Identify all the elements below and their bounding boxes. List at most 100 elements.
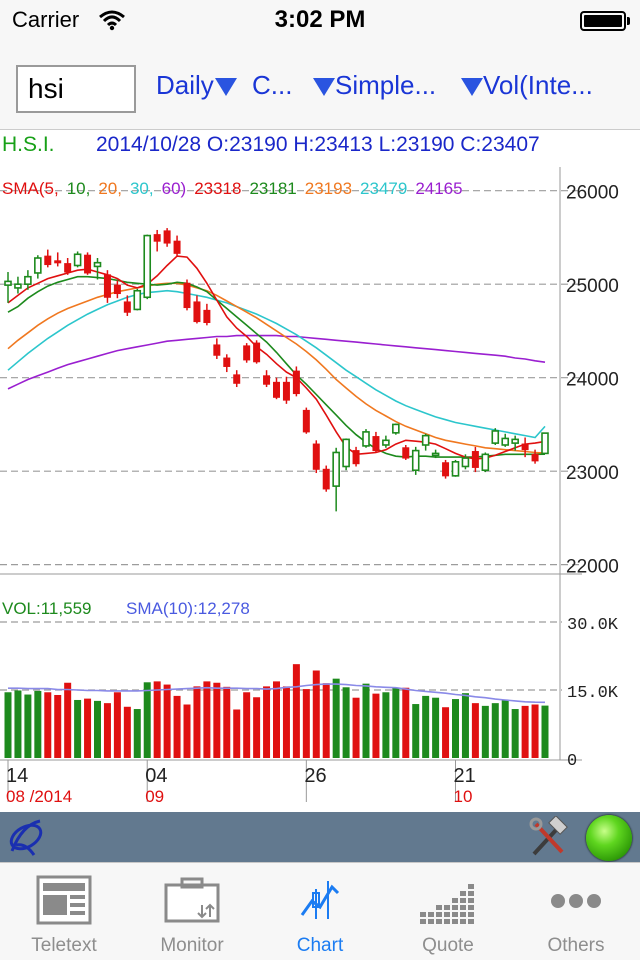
volume-bar — [183, 704, 191, 758]
candle-body — [34, 257, 42, 274]
tab-others-label: Others — [547, 935, 605, 956]
candle-body — [44, 255, 52, 266]
volume-bar — [461, 693, 469, 758]
volume-bar — [282, 686, 290, 758]
candle-body — [421, 434, 430, 446]
tab-others[interactable]: Others — [512, 863, 640, 961]
symbol-input[interactable] — [16, 65, 136, 113]
candle-body — [213, 344, 221, 356]
candle-body — [442, 462, 450, 477]
sma20-line — [7, 282, 546, 454]
candle-body — [54, 260, 62, 264]
candle-body — [223, 357, 231, 367]
price-tick-label: 22000 — [566, 557, 619, 578]
sma-legend-value: 23479 — [360, 179, 407, 198]
volume-bar — [521, 705, 529, 758]
candle-body — [352, 450, 360, 465]
status-bar: Carrier 3:02 PM — [0, 0, 640, 40]
wifi-icon — [99, 10, 125, 31]
candle-body — [173, 240, 181, 254]
tab-quote-label: Quote — [422, 935, 474, 956]
candle-body — [14, 283, 22, 289]
price-tick-label: 23000 — [566, 463, 619, 484]
candle-body — [471, 451, 479, 468]
more-icon — [551, 894, 601, 908]
candle-body — [322, 468, 330, 490]
carrier-label: Carrier — [12, 7, 80, 32]
volume-bar — [193, 686, 201, 758]
volume-bar — [4, 692, 12, 758]
tab-teletext-label: Teletext — [31, 935, 97, 956]
tab-chart-label: Chart — [296, 935, 344, 956]
sub-chart-dropdown[interactable]: Vol(Inte... — [460, 70, 593, 101]
volume-bar — [541, 705, 549, 758]
chart-toolbar: Daily C... Simple... Vol(Inte... — [0, 40, 640, 130]
volume-bar — [54, 694, 62, 758]
volume-bar — [511, 709, 519, 758]
candle-body — [233, 374, 241, 384]
volume-bar — [322, 683, 330, 758]
volume-bar — [133, 709, 141, 758]
dropdown-arrow-icon — [313, 78, 335, 96]
candle-body — [133, 289, 142, 311]
candle-body — [73, 253, 82, 267]
candle-body — [531, 453, 539, 462]
volume-bar — [163, 684, 171, 758]
candle-body — [501, 437, 510, 446]
sma60-line — [7, 334, 546, 390]
tab-quote[interactable]: Quote — [384, 863, 512, 961]
app-logo-icon[interactable] — [4, 815, 48, 859]
volume-bar — [362, 683, 370, 758]
month-tick-label: 09 — [145, 787, 164, 806]
volume-legend: VOL:11,559 — [2, 599, 91, 618]
volume-bar — [342, 687, 350, 758]
sma-legend-prefix: SMA(5, — [2, 179, 59, 198]
candle-body — [292, 370, 300, 395]
volume-bar — [113, 692, 121, 758]
volume-bar — [332, 678, 340, 758]
volume-bar — [402, 687, 410, 758]
candle-body — [203, 309, 211, 324]
volume-bar — [491, 703, 499, 758]
candle-body — [253, 342, 261, 363]
sma5-line — [7, 255, 546, 460]
sma10-line — [7, 275, 546, 458]
chart-icon — [300, 881, 340, 919]
volume-bar — [94, 700, 101, 758]
volume-tick-label: 30.0K — [567, 616, 619, 635]
tab-teletext[interactable]: Teletext — [0, 863, 128, 961]
candle-body — [342, 438, 350, 468]
volume-tick-label: 15.0K — [567, 684, 619, 703]
volume-bar — [123, 706, 131, 758]
volume-bar — [471, 703, 479, 758]
volume-bar — [392, 687, 400, 758]
date-tick-label: 26 — [304, 765, 326, 787]
tab-monitor[interactable]: Monitor — [128, 863, 256, 961]
volume-bar — [382, 692, 390, 758]
volume-sma-line — [8, 683, 546, 704]
chart-type-dropdown[interactable]: C... — [252, 70, 292, 101]
sma-legend-value: 24165 — [415, 179, 462, 198]
indicator-dropdown[interactable]: Simple... — [312, 70, 436, 101]
volume-bar — [34, 690, 42, 758]
tab-chart[interactable]: Chart — [256, 863, 384, 961]
candle-body — [511, 438, 519, 444]
candle-body — [153, 234, 161, 242]
volume-sma-legend: SMA(10):12,278 — [126, 599, 250, 618]
volume-bar — [531, 704, 539, 758]
tools-icon[interactable] — [526, 816, 570, 860]
connection-status-light[interactable] — [586, 815, 632, 861]
candle-body — [392, 423, 400, 434]
chart-type-dropdown-label: C... — [252, 70, 293, 100]
candle-body — [113, 284, 121, 295]
candle-body — [491, 430, 500, 444]
candle-body — [143, 234, 152, 299]
period-dropdown[interactable]: Daily — [156, 70, 237, 101]
price-tick-label: 25000 — [566, 276, 619, 297]
monitor-icon — [164, 877, 220, 923]
date-tick-label: 21 — [454, 765, 476, 787]
price-volume-chart[interactable]: 26000 25000 24000 23000 22000 30.0K 15.0K 0 SMA(… — [0, 162, 640, 812]
candle-body — [372, 436, 380, 452]
candle-body — [402, 447, 410, 459]
candle-body — [521, 443, 529, 451]
